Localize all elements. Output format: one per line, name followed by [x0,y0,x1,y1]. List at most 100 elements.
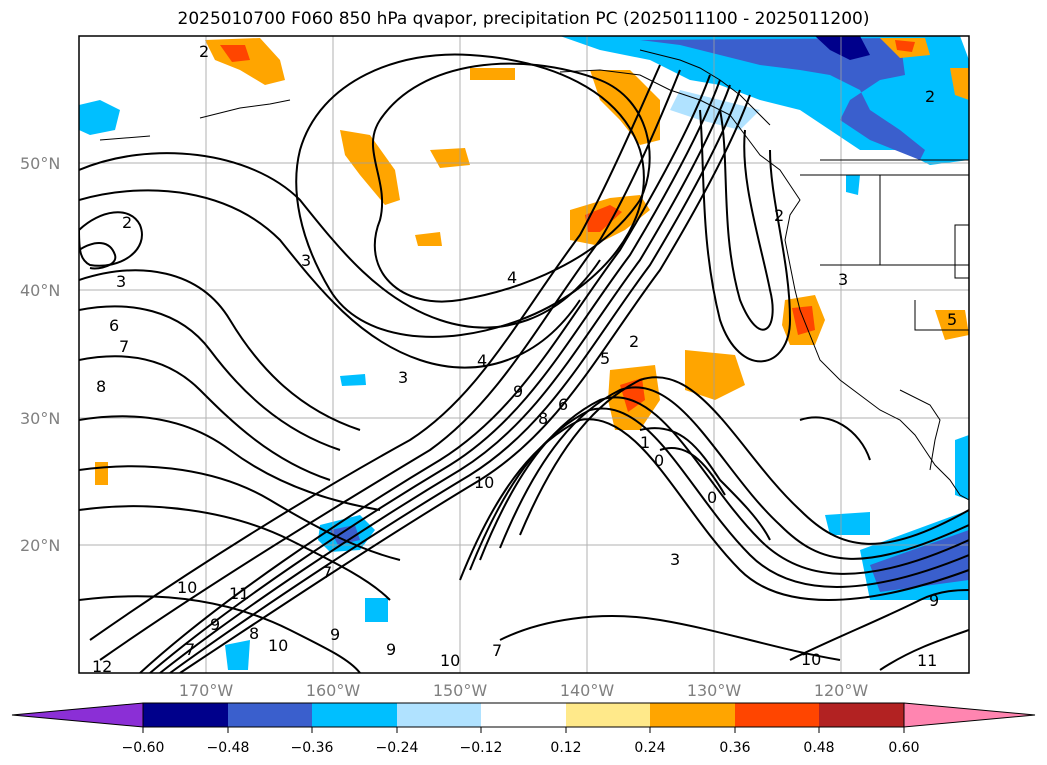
precip-positive-gulf-south-core [585,205,622,232]
contour-label: 11 [229,584,249,603]
precip-light-alaska-edge [670,90,760,130]
colorbar-tick-label: 0.36 [719,740,750,756]
contour-label: 10 [474,473,494,492]
contour-label: 4 [477,351,487,370]
contour-label: 0 [707,488,717,507]
colorbar: −0.60 −0.48 −0.36 −0.24 −0.12 0.12 0.24 … [11,702,1036,756]
contour-label: 2 [629,332,639,351]
contour-label: 5 [600,349,610,368]
contour-label: 9 [513,382,523,401]
contour-label: 6 [558,395,568,414]
contour-label: 7 [185,640,195,659]
contour-label: 11 [917,651,937,670]
contour-label: 4 [507,268,517,287]
colorbar-swatch [228,703,312,727]
contour-label: 9 [386,640,396,659]
contour-label: 6 [109,316,119,335]
colorbar-high-extension [903,702,1036,728]
map-frame [78,35,970,674]
contour-label: 10 [268,636,288,655]
contour-label: 0 [654,451,664,470]
precip-positive-top-left-2 [950,68,969,100]
lat-label-50n: 50°N [20,154,60,173]
precip-negative-south-1 [825,512,870,535]
colorbar-swatch [312,703,397,727]
colorbar-swatch [735,703,819,727]
colorbar-swatch [819,703,904,727]
contour-label: 8 [249,624,259,643]
precip-positive-small-2 [470,68,515,80]
colorbar-tick-label: −0.60 [122,740,165,756]
contour-label: 12 [92,657,112,676]
lat-label-30n: 30°N [20,409,60,428]
colorbar-swatch [650,703,735,727]
contour-label: 10 [177,578,197,597]
contour-label: 10 [801,650,821,669]
precip-positive-gulf [590,70,660,145]
colorbar-tick-label: 0.60 [888,740,919,756]
contour-label: 9 [929,591,939,610]
colorbar-low-extension [11,702,144,728]
contour-label: 8 [96,377,106,396]
colorbar-tick-label: 0.24 [634,740,665,756]
contour-label: 3 [116,272,126,291]
precip-positive-mid-2 [685,350,745,400]
contour-label: 2 [774,206,784,225]
precip-negative-east-coast [955,435,969,500]
contour-labels: 2 3 6 7 8 3 4 3 4 9 8 6 5 2 2 3 5 10 1 0 [92,42,957,676]
colorbar-swatch [397,703,481,727]
contour-label: 2 [122,213,132,232]
precip-negative-small-b [846,175,860,195]
colorbar-tick-label: −0.24 [376,740,419,756]
latitude-labels: 50°N 40°N 30°N 20°N [20,154,60,555]
contour-label: 7 [119,337,129,356]
colorbar-tick-label: 0.48 [803,740,834,756]
contour-label: 3 [398,368,408,387]
coastlines [99,49,969,501]
colorbar-frame [142,702,905,728]
precip-positive-mid-north [340,130,400,205]
precip-negative-hawaii-core [330,525,360,545]
colorbar-swatch [143,703,228,727]
colorbar-tick-label: −0.36 [291,740,334,756]
map-gridlines [79,36,969,673]
precip-positive-california-core [792,306,815,335]
longitude-labels: 170°W 160°W 150°W 140°W 130°W 120°W [179,681,869,700]
lon-label-170w: 170°W [179,681,234,700]
precip-negative-alaska-inner [640,38,925,160]
lon-label-140w: 140°W [560,681,615,700]
precip-positive-west-edge [95,462,108,485]
qvapor-contours [79,53,969,673]
precip-positive-small-1 [415,232,442,246]
lon-label-160w: 160°W [306,681,361,700]
contour-label: 9 [330,625,340,644]
precip-positive-top-left-core [220,45,250,62]
contour-label: 8 [538,409,548,428]
map-panel: 2 3 6 7 8 3 4 3 4 9 8 6 5 2 2 3 5 10 1 0 [78,35,970,676]
contour-label: 2 [199,42,209,61]
contour-label: 9 [210,615,220,634]
precip-light-nw [79,100,120,135]
contour-label: 5 [947,310,957,329]
colorbar-tick-label: 0.12 [550,740,581,756]
figure-title: 2025010700 F060 850 hPa qvapor, precipit… [177,9,870,29]
precip-negative-small-a [340,374,366,386]
precip-negative-south-3 [225,640,250,670]
lat-label-40n: 40°N [20,281,60,300]
contour-label: 3 [838,270,848,289]
precip-positive-east-1 [935,310,969,340]
contour-label: 10 [440,651,460,670]
precip-positive-top-right-core [895,40,915,52]
colorbar-tick-label: −0.48 [207,740,250,756]
precip-shading [79,36,969,670]
colorbar-swatch [566,703,650,727]
contour-label: 3 [670,550,680,569]
contour-label: 2 [925,87,935,106]
contour-label: 7 [492,641,502,660]
lon-label-130w: 130°W [687,681,742,700]
lon-label-150w: 150°W [433,681,488,700]
map-background [79,36,969,673]
colorbar-swatch [481,703,566,727]
colorbar-tick-label: −0.12 [460,740,503,756]
